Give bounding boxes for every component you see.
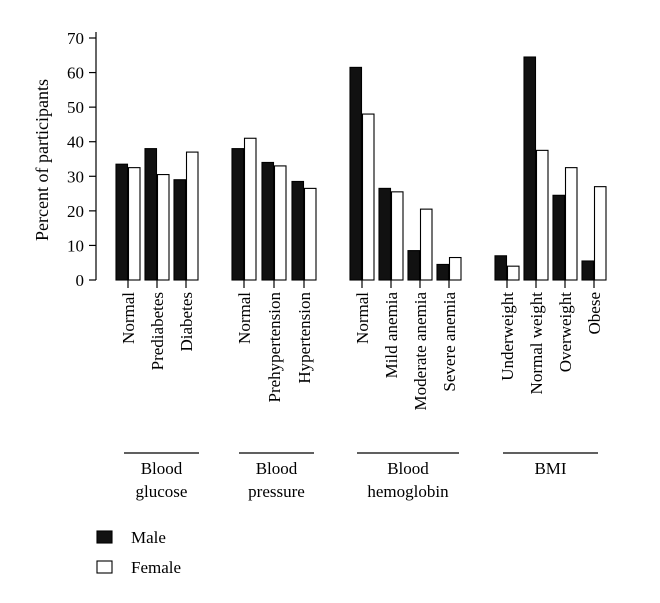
bar-female-prehypertension (273, 165, 287, 281)
group-label: hemoglobin (367, 482, 449, 501)
y-tick-label: 60 (67, 64, 84, 83)
bar-female-normal (243, 137, 257, 281)
legend-label-male: Male (131, 528, 166, 547)
group-label: BMI (534, 459, 566, 478)
bar-female-hypertension (303, 187, 317, 281)
group-label: Blood (141, 459, 183, 478)
bar-female-normal (361, 113, 375, 281)
group-label: glucose (136, 482, 188, 501)
legend-label-female: Female (131, 558, 181, 577)
y-tick-label: 70 (67, 29, 84, 48)
category-label: Mild anemia (382, 292, 401, 379)
bar-female-overweight (564, 167, 578, 281)
bar-male-prediabetes (144, 148, 158, 281)
bars (115, 56, 607, 281)
bar-male-severe-anemia (436, 263, 450, 281)
category-label: Overweight (556, 292, 575, 373)
y-tick-label: 10 (67, 236, 84, 255)
bar-female-severe-anemia (448, 256, 462, 281)
group-label: pressure (248, 482, 305, 501)
bar-male-overweight (552, 194, 566, 281)
group-label: Blood (256, 459, 298, 478)
category-label: Normal weight (527, 292, 546, 395)
category-label: Severe anemia (440, 292, 459, 392)
bar-female-normal (127, 167, 141, 281)
y-tick-label: 50 (67, 98, 84, 117)
y-tick-label: 40 (67, 133, 84, 152)
bar-male-normal (349, 66, 363, 281)
category-label: Normal (353, 292, 372, 344)
category-label: Prediabetes (148, 292, 167, 370)
bar-male-prehypertension (261, 161, 275, 281)
bar-male-diabetes (173, 179, 187, 281)
category-label: Diabetes (177, 292, 196, 351)
y-axis: 0 10 20 30 40 50 60 70 (67, 29, 97, 290)
bar-male-normal (115, 163, 129, 281)
group-labels: Blood glucose Blood pressure Blood hemoglobin… (124, 452, 598, 501)
category-labels: Normal Prediabetes Diabetes Normal Prehypert… (119, 280, 604, 410)
bar-male-normal (231, 148, 245, 281)
bar-female-prediabetes (156, 174, 170, 281)
y-tick-label: 20 (67, 202, 84, 221)
legend-swatch-female (96, 560, 113, 574)
category-label: Obese (585, 292, 604, 334)
group-label: Blood (387, 459, 429, 478)
bar-male-underweight (494, 255, 508, 281)
bar-female-mild-anemia (390, 191, 404, 281)
category-label: Hypertension (295, 292, 314, 384)
legend: Male Female (96, 528, 181, 577)
bar-male-obese (581, 260, 595, 281)
y-tick-label: 30 (67, 167, 84, 186)
y-axis-label: Percent of participants (32, 79, 52, 241)
bar-female-moderate-anemia (419, 208, 433, 281)
bar-female-diabetes (185, 151, 199, 281)
y-tick-label: 0 (76, 271, 85, 290)
category-label: Normal (235, 292, 254, 344)
bar-female-obese (593, 186, 607, 281)
bar-male-hypertension (291, 180, 305, 281)
bar-male-moderate-anemia (407, 250, 421, 281)
category-label: Normal (119, 292, 138, 344)
bar-male-mild-anemia (378, 187, 392, 281)
category-label: Prehypertension (265, 292, 284, 403)
category-label: Underweight (498, 292, 517, 381)
bar-male-normal-weight (523, 56, 537, 281)
bar-female-normal-weight (535, 149, 549, 281)
category-label: Moderate anemia (411, 292, 430, 411)
legend-swatch-male (96, 530, 113, 544)
bar-female-underweight (506, 265, 520, 281)
